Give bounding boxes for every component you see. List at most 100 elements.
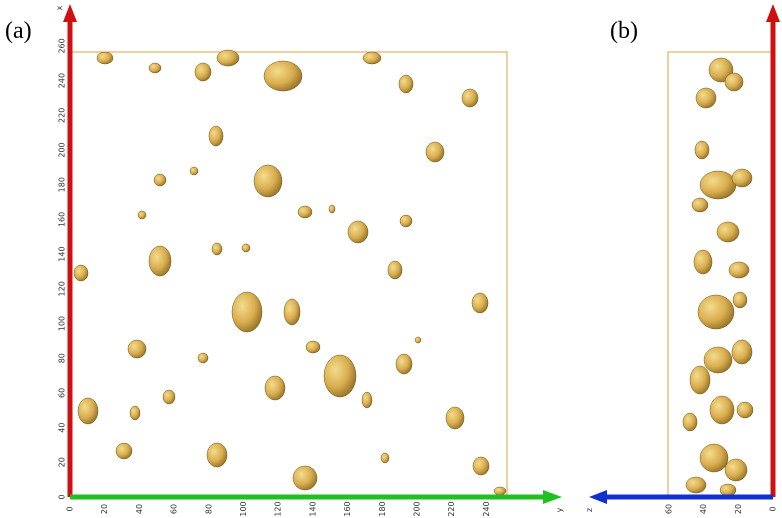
- particle: [399, 214, 413, 228]
- particle: [695, 87, 717, 109]
- panel-label: (b): [610, 18, 638, 44]
- panel-label: (a): [5, 18, 32, 44]
- particle: [395, 353, 413, 375]
- tick-label: 40: [699, 504, 708, 514]
- particle: [689, 365, 711, 395]
- particle: [73, 264, 89, 282]
- tick-label: 180: [58, 177, 67, 192]
- particle: [148, 62, 162, 74]
- tick-label: 200: [413, 501, 422, 516]
- particle: [297, 205, 313, 219]
- particle: [137, 210, 147, 220]
- particle: [129, 405, 141, 421]
- particle: [472, 456, 490, 476]
- particle: [471, 292, 489, 314]
- tick-label: 60: [58, 388, 67, 398]
- axis-arrow: [63, 4, 77, 22]
- volume-box: [667, 51, 774, 498]
- tick-label: 20: [58, 457, 67, 467]
- particle: [699, 170, 737, 200]
- tick-label: 180: [378, 501, 387, 516]
- tick-label: 20: [100, 504, 109, 514]
- tick-label: 100: [58, 316, 67, 331]
- particles: [73, 49, 754, 497]
- particle: [691, 197, 709, 213]
- particle: [693, 249, 713, 275]
- volume-box: [69, 51, 508, 498]
- tick-label: 120: [274, 501, 283, 516]
- tick-label: 40: [58, 423, 67, 433]
- particle: [731, 339, 753, 365]
- particle: [148, 245, 172, 277]
- particle: [425, 141, 445, 163]
- tick-label: 140: [58, 246, 67, 261]
- tick-label: 80: [58, 353, 67, 363]
- particle: [208, 125, 224, 147]
- particle: [719, 483, 737, 497]
- particle: [414, 336, 422, 344]
- particle: [703, 346, 733, 374]
- axis-arrow: [589, 490, 607, 504]
- particle: [231, 291, 263, 333]
- particle: [728, 261, 750, 279]
- particle: [189, 166, 199, 176]
- particle: [263, 60, 303, 92]
- particle: [380, 452, 390, 464]
- particle: [398, 74, 414, 94]
- tick-label: 220: [447, 501, 456, 516]
- tick-label: 0: [66, 506, 75, 511]
- particle: [153, 173, 167, 187]
- particle: [283, 298, 301, 326]
- tick-label: 0: [769, 506, 778, 511]
- particle: [709, 395, 735, 425]
- particle: [194, 62, 212, 82]
- particle: [77, 397, 99, 425]
- tick-label: 260: [58, 38, 67, 53]
- tick-label: 100: [239, 501, 248, 516]
- particle: [362, 51, 382, 65]
- tick-label: 200: [58, 142, 67, 157]
- particle: [292, 465, 318, 491]
- tick-label: 0: [58, 494, 67, 499]
- particle: [387, 260, 403, 280]
- particle: [328, 204, 336, 214]
- particle: [685, 476, 707, 494]
- particle: [699, 443, 729, 473]
- tick-label: 240: [58, 73, 67, 88]
- particle: [445, 406, 465, 430]
- particle: [127, 339, 147, 359]
- tick-label: 120: [58, 281, 67, 296]
- particle: [305, 340, 321, 354]
- particle: [211, 242, 223, 256]
- particle: [697, 294, 735, 330]
- particle: [493, 486, 507, 496]
- particle: [197, 352, 209, 364]
- axis-name: y: [555, 507, 564, 512]
- particle: [682, 412, 698, 432]
- particle: [724, 458, 748, 482]
- particle: [361, 391, 373, 409]
- particle: [732, 291, 748, 309]
- particle: [736, 401, 754, 419]
- tick-label: 20: [734, 504, 743, 514]
- tick-label: 60: [664, 504, 673, 514]
- particle: [162, 389, 176, 405]
- tick-label: 80: [204, 504, 213, 514]
- particle: [264, 375, 286, 401]
- axis-arrow: [543, 490, 562, 504]
- particle: [347, 220, 369, 244]
- axis-name: x: [55, 5, 64, 10]
- particle: [96, 51, 114, 65]
- tick-label: 160: [343, 501, 352, 516]
- particle: [716, 221, 740, 243]
- axis-name: z: [585, 508, 594, 512]
- axis-arrow: [766, 4, 780, 22]
- tick-label: 240: [482, 501, 491, 516]
- tick-label: 220: [58, 108, 67, 123]
- particle: [206, 442, 228, 468]
- particle: [216, 49, 240, 67]
- particle: [241, 243, 251, 253]
- particle: [461, 88, 479, 108]
- tick-label: 160: [58, 212, 67, 227]
